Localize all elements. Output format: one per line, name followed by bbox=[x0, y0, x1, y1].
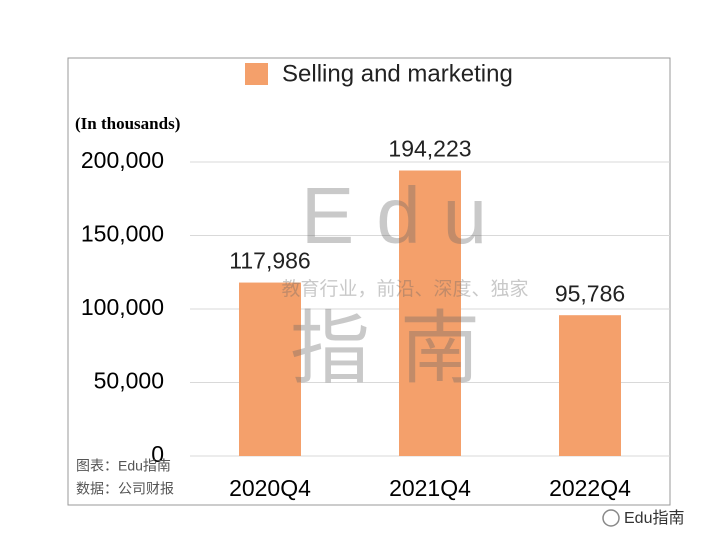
legend-swatch bbox=[245, 63, 268, 85]
y-tick-label: 150,000 bbox=[81, 221, 164, 247]
x-tick-label: 2022Q4 bbox=[549, 475, 631, 501]
watermark-slogan: 教育行业，前沿、深度、独家 bbox=[281, 278, 528, 300]
note: 数据：公司财报 bbox=[76, 481, 174, 497]
value-label: 194,223 bbox=[388, 136, 471, 162]
value-label: 117,986 bbox=[229, 248, 310, 274]
plot: 0 50,000 100,000 150,000 200,000 Selling and … bbox=[81, 60, 670, 501]
y-tick-label: 50,000 bbox=[94, 368, 164, 394]
brand-icon bbox=[602, 509, 620, 527]
y-tick-label: 100,000 bbox=[81, 294, 164, 320]
legend-label: Selling and marketing bbox=[282, 60, 513, 87]
y-tick-label: 0 bbox=[151, 441, 164, 467]
y-tick-label: 200,000 bbox=[81, 147, 164, 173]
brand: Edu指南 bbox=[624, 509, 684, 527]
bar bbox=[399, 170, 461, 456]
bar bbox=[239, 282, 301, 456]
watermark-logo: Edu bbox=[301, 171, 509, 260]
y-label: (In thousands) bbox=[75, 114, 180, 133]
frame bbox=[67, 57, 671, 506]
watermark-name: 指南 bbox=[290, 304, 510, 393]
x-tick-label: 2020Q4 bbox=[229, 475, 311, 501]
note: 图表：Edu指南 bbox=[76, 458, 171, 474]
bar bbox=[559, 315, 621, 456]
watermark: Edu 教育行业，前沿、深度、独家 指南 bbox=[281, 171, 528, 393]
x-tick-label: 2021Q4 bbox=[389, 475, 471, 501]
value-label: 95,786 bbox=[555, 280, 625, 306]
